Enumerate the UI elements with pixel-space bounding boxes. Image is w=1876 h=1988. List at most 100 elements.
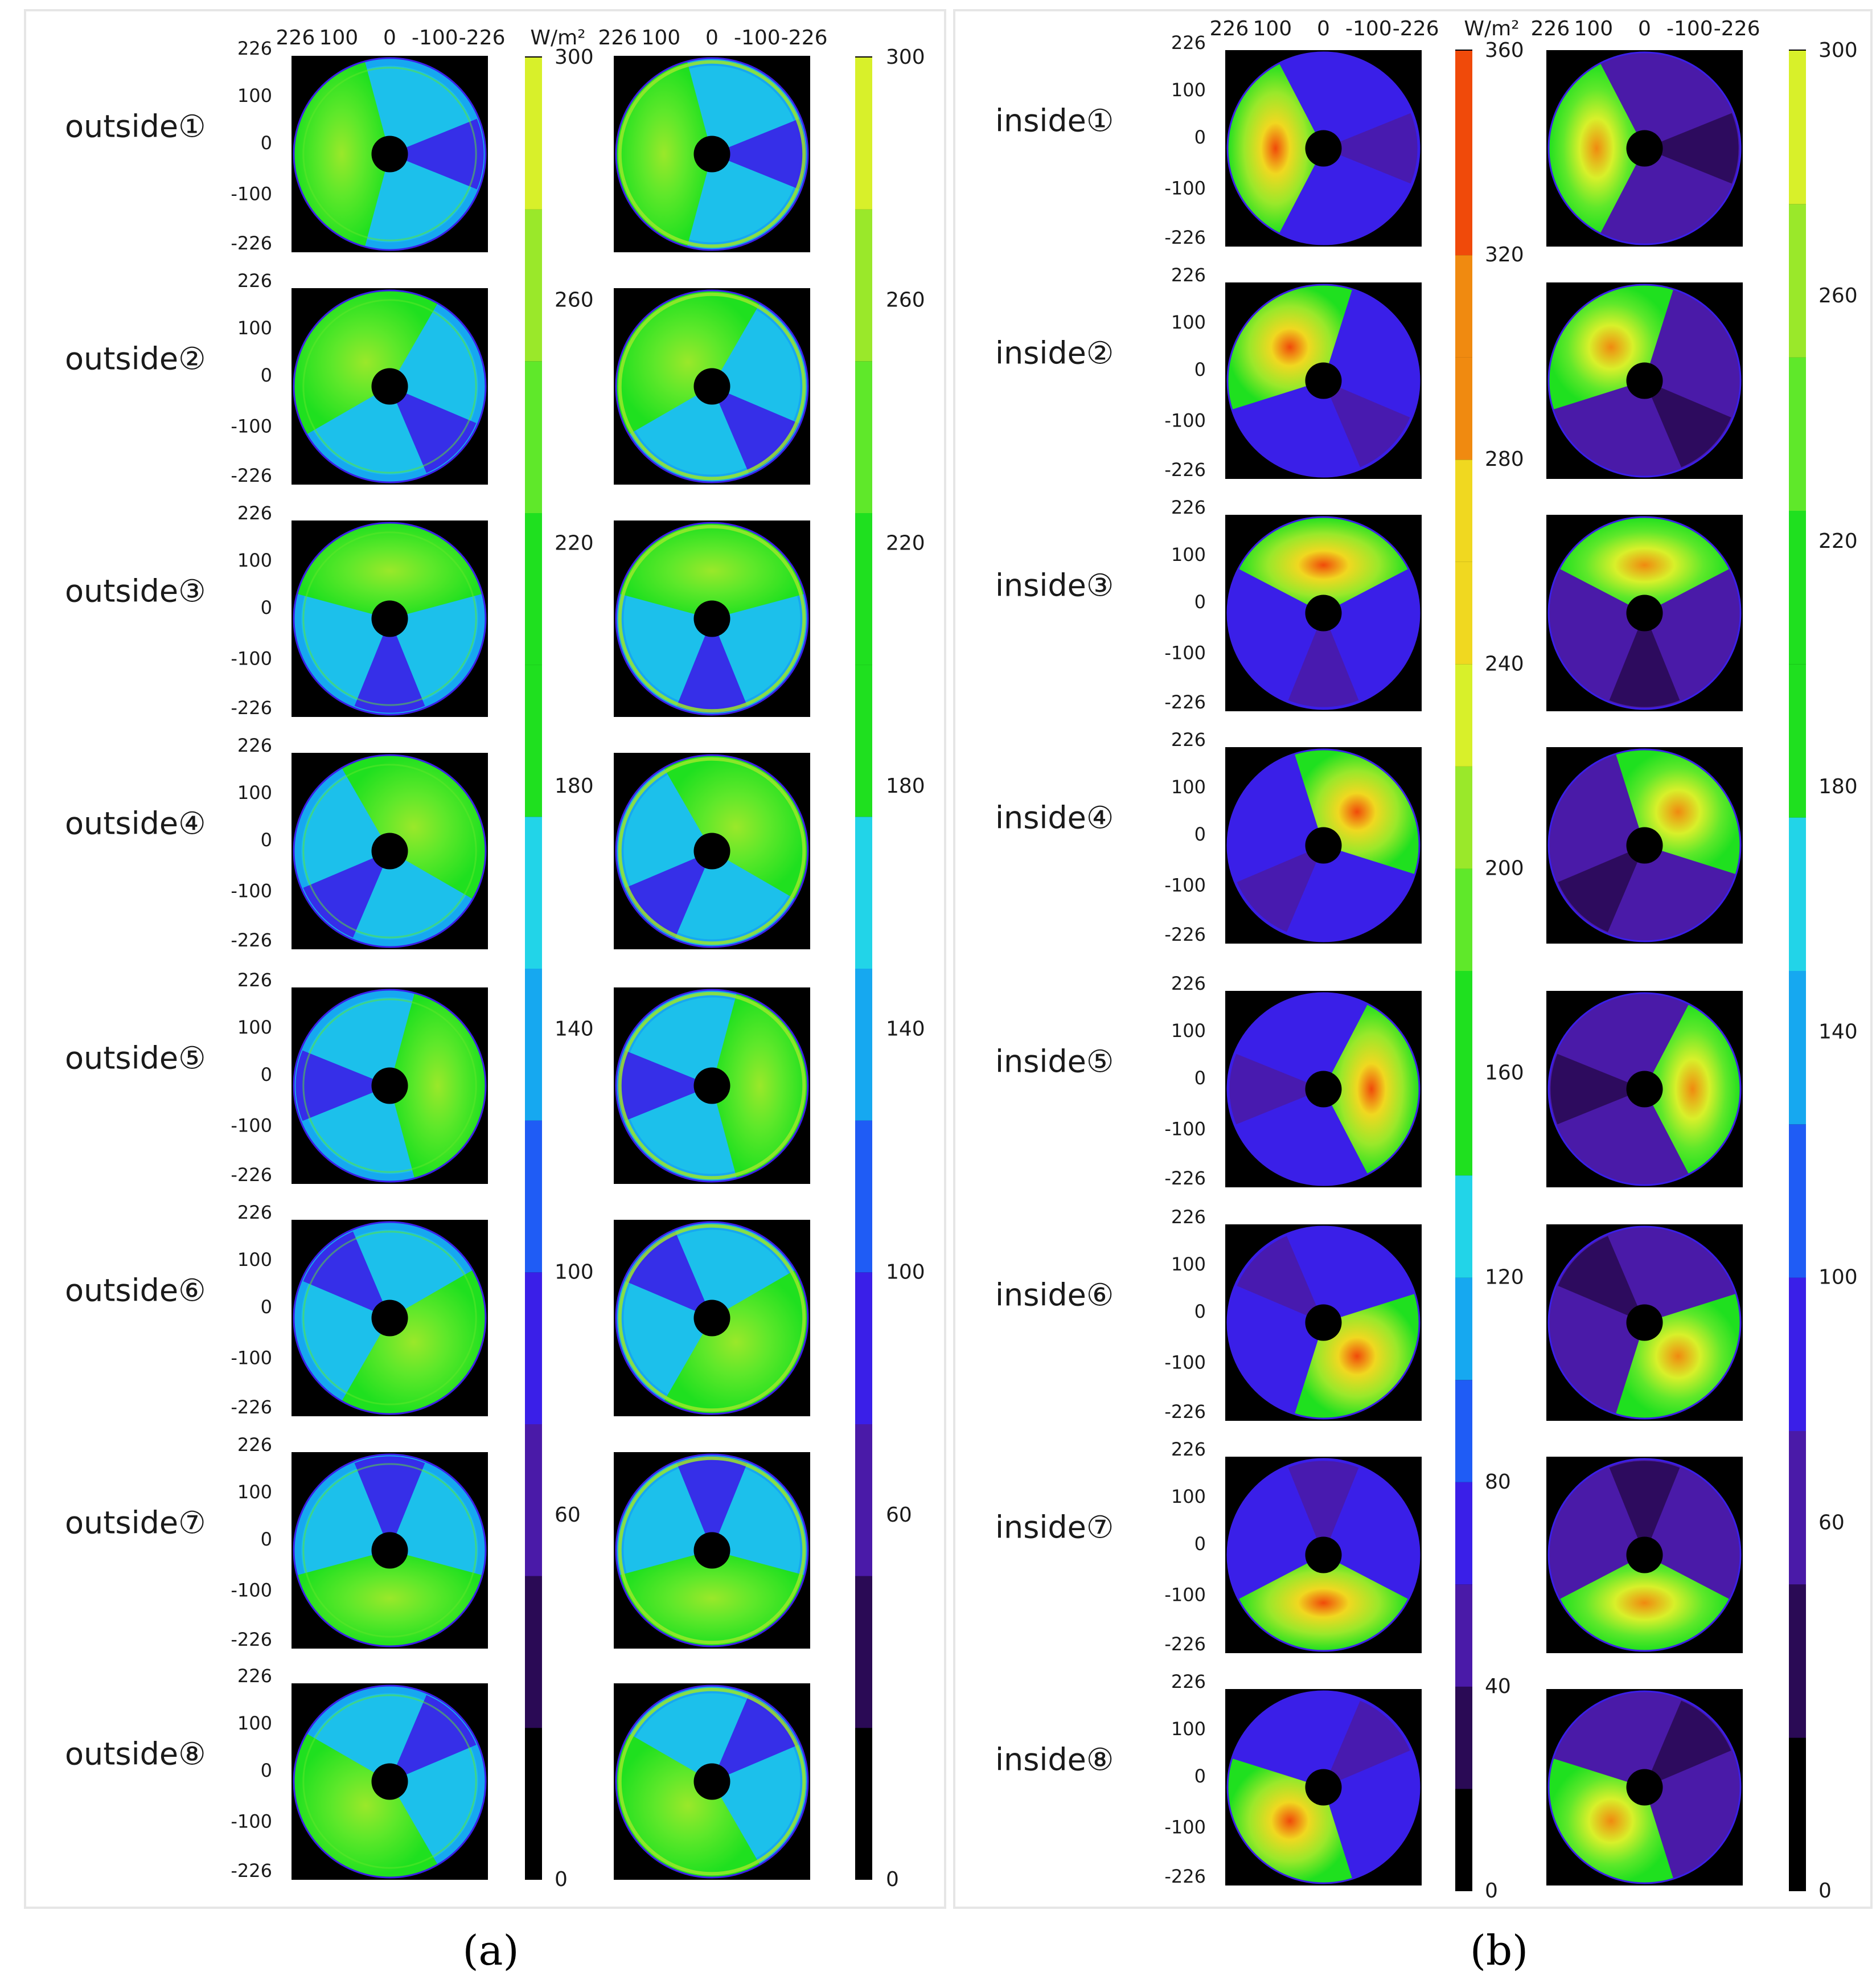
- colorbar-band: [855, 1272, 872, 1424]
- colorbar-band: [525, 513, 542, 665]
- x-tick-label: -226: [1714, 17, 1760, 40]
- colorbar-band: [855, 208, 872, 362]
- disk-edge: [1547, 992, 1742, 1186]
- colorbar-band: [1455, 152, 1472, 256]
- map-row: inside⑧ 226 100 0 -100 -226: [995, 1671, 1743, 1887]
- cold-sector: [1558, 1236, 1645, 1323]
- y-tick-label: 226: [237, 1434, 272, 1456]
- y-tick-label: 0: [1194, 1301, 1206, 1322]
- y-tick-label: 0: [1194, 823, 1206, 845]
- row-label: inside⑥: [995, 1277, 1114, 1313]
- y-tick-label: 226: [237, 270, 272, 292]
- colorbar-tick-label: 160: [1485, 1061, 1524, 1085]
- colorbar-tick-label: 140: [1818, 1020, 1858, 1044]
- colorbar-tick-label: 140: [555, 1018, 594, 1041]
- x-tick-label: -100: [1345, 17, 1392, 40]
- x-tick-label: 0: [1317, 17, 1330, 40]
- colorbar-band: [1789, 510, 1806, 665]
- disk-edge: [1226, 51, 1421, 245]
- center-hole: [693, 1763, 730, 1800]
- disk-edge: [293, 289, 487, 483]
- colorbar-tick-label: 0: [1485, 1879, 1498, 1903]
- y-tick-label: 226: [1171, 1438, 1206, 1460]
- disk-edge: [1226, 1458, 1421, 1652]
- center-hole: [693, 368, 730, 405]
- y-tick-label: -100: [1164, 1584, 1206, 1606]
- y-tick-label: 0: [1194, 1765, 1206, 1787]
- disk-edge: [615, 1453, 809, 1647]
- hot-sector: [342, 755, 486, 899]
- center-hole: [371, 1300, 408, 1337]
- map-row: inside② 226 100 0 -100 -226: [995, 264, 1743, 481]
- cold-sector: [354, 1456, 425, 1551]
- y-tick-label: 226: [237, 969, 272, 991]
- y-tick-label: 0: [1194, 1533, 1206, 1555]
- map-row: outside⑤ 226 100 0 -100 -226: [65, 969, 810, 1186]
- y-tick-label: -226: [231, 1164, 272, 1186]
- colorbar-tick-label: 220: [886, 531, 925, 555]
- hot-sector: [1238, 1555, 1409, 1651]
- disk-edge: [615, 754, 809, 948]
- cold-sector: [389, 118, 484, 190]
- colorbar-band: [1455, 356, 1472, 460]
- center-hole: [1305, 362, 1342, 399]
- x-tick-label: 226: [598, 26, 638, 50]
- center-hole: [693, 1532, 730, 1569]
- hot-sector: [664, 755, 808, 899]
- center-hole: [693, 1067, 730, 1104]
- colorbar-band: [855, 57, 872, 210]
- hot-sector: [294, 290, 438, 435]
- y-tick-label: -100: [1164, 1817, 1206, 1838]
- center-hole: [1626, 1071, 1663, 1108]
- colorbar-band: [855, 1424, 872, 1576]
- cold-sector: [1323, 380, 1410, 468]
- map-row: outside② 226 100 0 -100 -226: [65, 270, 810, 486]
- y-tick-label: 0: [1194, 359, 1206, 380]
- hot-sector: [1228, 63, 1324, 233]
- row-label: inside④: [995, 800, 1114, 836]
- bright-rim: [618, 292, 806, 481]
- cold-sector: [1237, 1236, 1324, 1323]
- center-hole: [1305, 827, 1342, 864]
- disk-edge: [1547, 284, 1742, 478]
- disk-edge: [293, 1453, 487, 1647]
- cold-sector: [1644, 1700, 1731, 1788]
- y-tick-label: 100: [1171, 1718, 1206, 1740]
- map-row: outside④ 226 100 0 -100 -226: [65, 735, 810, 951]
- disk-edge: [1547, 1690, 1742, 1884]
- panel-inside: 226 100 0 -100 -226 226 100 0 -100 -226W/m²inside…: [995, 17, 1858, 1903]
- y-tick-label: -226: [231, 465, 272, 486]
- row-label: outside④: [65, 806, 206, 842]
- y-tick-label: 100: [1171, 79, 1206, 101]
- colorbar-tick-label: 300: [1818, 39, 1858, 62]
- colorbar-band: [1455, 1072, 1472, 1176]
- center-hole: [693, 600, 730, 637]
- disk-edge: [1226, 748, 1421, 942]
- colorbar-band: [855, 1575, 872, 1728]
- disk-edge: [293, 522, 487, 716]
- colorbar-band: [1455, 561, 1472, 665]
- map-row: outside③ 226 100 0 -100 -226: [65, 502, 810, 719]
- colorbar-tick-label: 120: [1485, 1266, 1524, 1289]
- colorbar-tick-label: 240: [1485, 652, 1524, 675]
- colorbar-tick-label: 100: [555, 1260, 594, 1284]
- colorbar-tick-label: 180: [1818, 775, 1858, 798]
- center-hole: [1305, 1769, 1342, 1806]
- y-tick-label: 100: [237, 1481, 272, 1503]
- disk-edge: [615, 1684, 809, 1879]
- disk-edge: [293, 989, 487, 1183]
- colorbar-tick-label: 360: [1485, 39, 1524, 62]
- colorbar-band: [855, 664, 872, 817]
- y-tick-label: 226: [237, 38, 272, 59]
- disk-edge: [1226, 284, 1421, 478]
- center-hole: [1626, 1536, 1663, 1573]
- x-tick-label: 226: [1531, 17, 1570, 40]
- y-tick-label: -226: [231, 1396, 272, 1418]
- colorbar-tick-label: 60: [886, 1503, 912, 1527]
- cold-sector: [1644, 113, 1739, 184]
- map-row: inside⑤ 226 100 0 -100 -226: [995, 973, 1743, 1189]
- colorbar-tick-label: 180: [886, 774, 925, 798]
- colorbar-band: [525, 816, 542, 969]
- map-row: outside⑧ 226 100 0 -100 -226: [65, 1665, 810, 1882]
- colorbar-tick-label: 60: [555, 1503, 581, 1527]
